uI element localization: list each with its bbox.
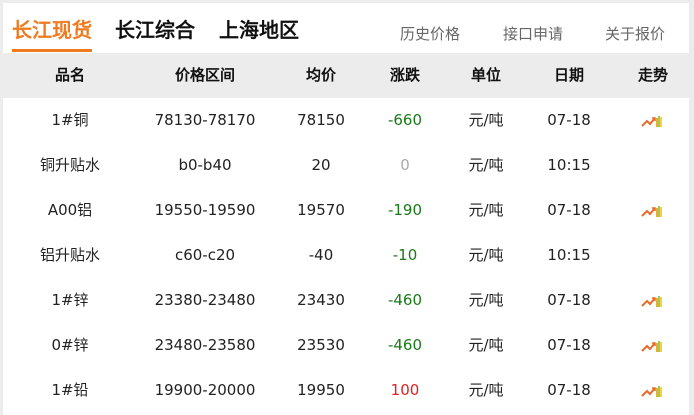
table-row: 1#锌 23380-23480 23430 -460 元/吨 07-18 <box>3 278 689 323</box>
table-row: 1#铅 19900-20000 19950 100 元/吨 07-18 <box>3 368 689 413</box>
cell-change: -460 <box>387 291 423 309</box>
trend-chart-icon[interactable] <box>641 339 663 353</box>
cell-change: -460 <box>387 336 423 354</box>
cell-change: -10 <box>392 246 418 264</box>
cell-name: 铜升贴水 <box>39 156 101 174</box>
price-panel: 长江现货 长江综合 上海地区 历史价格 接口申请 关于报价 品名 价格区间 均价… <box>3 3 689 415</box>
tab-changjiang-spot[interactable]: 长江现货 <box>12 14 92 52</box>
tab-shanghai-region[interactable]: 上海地区 <box>219 18 299 42</box>
table-row: 铜升贴水 b0-b40 20 0 元/吨 10:15 <box>3 143 689 188</box>
cell-name: 铝升贴水 <box>39 246 101 264</box>
col-date: 日期 <box>553 66 585 84</box>
api-apply-link[interactable]: 接口申请 <box>503 25 564 43</box>
cell-date: 10:15 <box>547 246 591 264</box>
cell-unit: 元/吨 <box>468 156 504 174</box>
cell-range: 23480-23580 <box>154 336 256 354</box>
cell-name: 1#锌 <box>51 291 89 309</box>
trend-chart-icon[interactable] <box>641 294 663 308</box>
cell-avg: 78150 <box>297 111 345 129</box>
cell-change: 100 <box>390 381 420 399</box>
col-unit: 单位 <box>470 66 502 84</box>
cell-date: 07-18 <box>547 381 591 399</box>
table-row: A00铝 19550-19590 19570 -190 元/吨 07-18 <box>3 188 689 233</box>
table-row: 0#锌 23480-23580 23530 -460 元/吨 07-18 <box>3 323 689 368</box>
table-header: 品名 价格区间 均价 涨跌 单位 日期 走势 <box>3 53 689 98</box>
cell-range: b0-b40 <box>178 156 232 174</box>
cell-change: -660 <box>387 111 423 129</box>
cell-change: -190 <box>387 201 423 219</box>
cell-date: 07-18 <box>547 201 591 219</box>
cell-unit: 元/吨 <box>468 201 504 219</box>
cell-change: 0 <box>400 156 410 174</box>
cell-unit: 元/吨 <box>468 246 504 264</box>
trend-chart-icon[interactable] <box>641 204 663 218</box>
table-row: 1#铜 78130-78170 78150 -660 元/吨 07-18 <box>3 98 689 143</box>
cell-avg: 19570 <box>297 201 345 219</box>
cell-avg: 23530 <box>297 336 345 354</box>
cell-range: 78130-78170 <box>154 111 256 129</box>
cell-date: 10:15 <box>547 156 591 174</box>
cell-range: 19550-19590 <box>154 201 256 219</box>
col-trend: 走势 <box>637 66 669 84</box>
cell-range: 19900-20000 <box>154 381 256 399</box>
cell-unit: 元/吨 <box>468 291 504 309</box>
cell-unit: 元/吨 <box>468 111 504 129</box>
col-range: 价格区间 <box>174 66 236 84</box>
trend-chart-icon[interactable] <box>641 114 663 128</box>
cell-name: 0#锌 <box>51 336 89 354</box>
cell-name: 1#铅 <box>51 381 89 399</box>
tab-bar: 长江现货 长江综合 上海地区 历史价格 接口申请 关于报价 <box>3 3 689 53</box>
cell-unit: 元/吨 <box>468 381 504 399</box>
col-name: 品名 <box>54 66 86 84</box>
cell-range: c60-c20 <box>174 246 236 264</box>
tab-changjiang-composite[interactable]: 长江综合 <box>115 18 195 42</box>
cell-avg: 20 <box>311 156 331 174</box>
table-row: 铝升贴水 c60-c20 -40 -10 元/吨 10:15 <box>3 233 689 278</box>
cell-name: A00铝 <box>47 201 93 219</box>
cell-date: 07-18 <box>547 336 591 354</box>
cell-name: 1#铜 <box>51 111 89 129</box>
cell-avg: 19950 <box>297 381 345 399</box>
about-quote-link[interactable]: 关于报价 <box>605 25 666 43</box>
trend-chart-icon[interactable] <box>641 384 663 398</box>
cell-unit: 元/吨 <box>468 336 504 354</box>
col-change: 涨跌 <box>389 66 421 84</box>
history-price-link[interactable]: 历史价格 <box>400 25 461 43</box>
cell-range: 23380-23480 <box>154 291 256 309</box>
cell-avg: -40 <box>308 246 334 264</box>
cell-date: 07-18 <box>547 111 591 129</box>
cell-date: 07-18 <box>547 291 591 309</box>
col-avg: 均价 <box>305 66 337 84</box>
cell-avg: 23430 <box>297 291 345 309</box>
